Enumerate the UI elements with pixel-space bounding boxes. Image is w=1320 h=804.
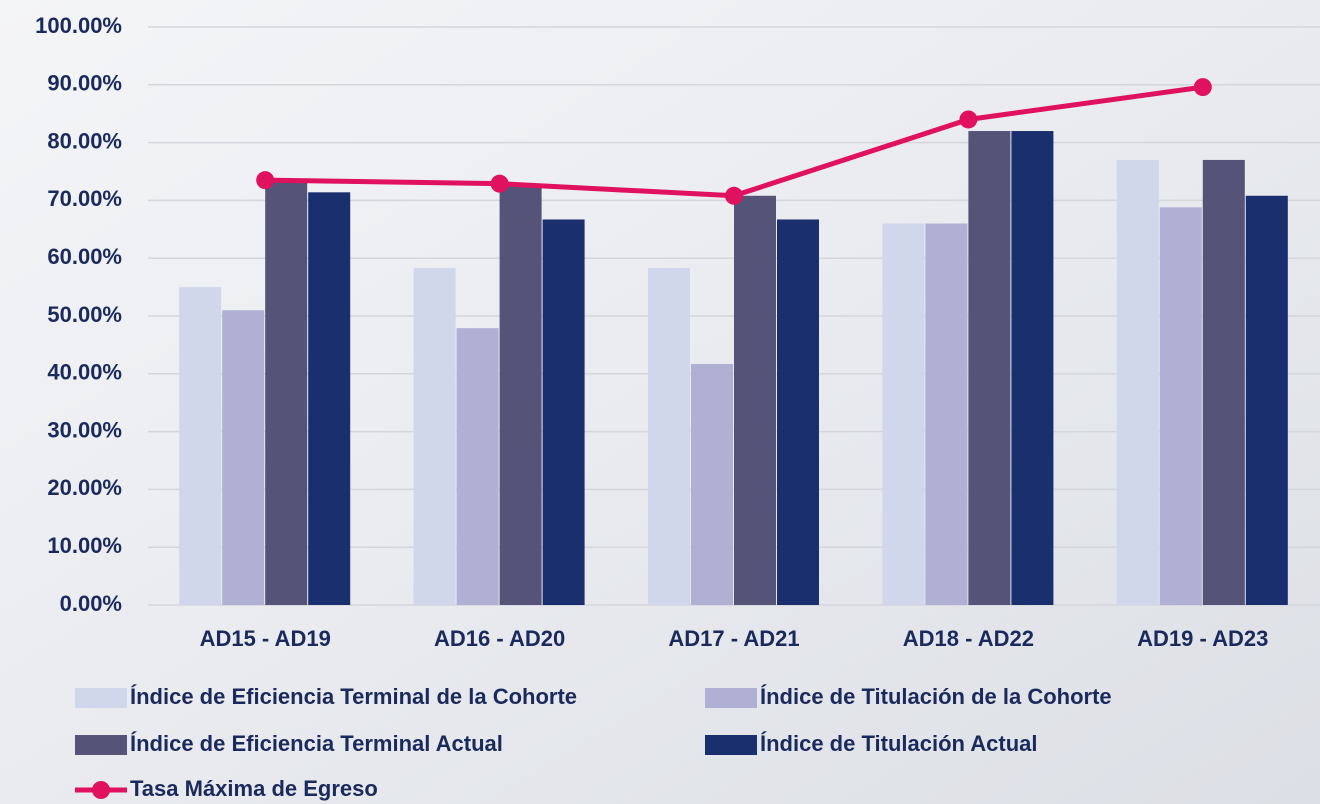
x-tick-label: AD17 - AD21 [668,626,799,651]
bar [777,219,819,605]
line-marker [1193,78,1212,97]
bar [222,310,265,605]
legend-label: Índice de Eficiencia Terminal de la Coho… [130,684,577,709]
bar [456,328,499,605]
line-marker [490,174,509,193]
bar [413,268,456,605]
bar [179,287,222,605]
x-tick-label: AD19 - AD23 [1137,626,1268,651]
legend-swatch [705,735,757,755]
line-marker [256,171,275,190]
y-tick-label: 30.00% [47,417,122,442]
y-tick-label: 40.00% [47,360,122,385]
y-tick-label: 60.00% [47,244,122,269]
bar [734,195,776,605]
legend-label: Índice de Titulación Actual [760,731,1038,756]
y-tick-label: 80.00% [47,128,122,153]
line-marker [725,186,743,205]
bar [882,223,925,605]
y-tick-label: 70.00% [47,186,122,211]
y-tick-label: 100.00% [35,13,122,38]
y-tick-label: 50.00% [47,302,122,327]
bar [691,363,733,605]
bar [542,219,585,605]
bar [648,268,690,605]
x-tick-label: AD15 - AD19 [200,626,331,651]
legend-swatch [75,688,127,708]
y-tick-label: 0.00% [60,591,122,616]
legend-label: Tasa Máxima de Egreso [130,776,378,801]
x-tick-label: AD18 - AD22 [903,626,1034,651]
bar [1011,131,1054,606]
bar [1116,159,1159,605]
bar [1202,159,1245,605]
bar [925,223,968,605]
bar [968,131,1011,606]
legend-label: Índice de Titulación de la Cohorte [760,684,1112,709]
bar [1159,207,1202,605]
legend-swatch [92,781,110,799]
bar [265,180,308,606]
y-tick-label: 20.00% [47,475,122,500]
y-tick-label: 90.00% [47,71,122,96]
legend-label: Índice de Eficiencia Terminal Actual [130,731,503,756]
bar [1245,195,1288,605]
bar [308,192,351,606]
x-tick-label: AD16 - AD20 [434,626,565,651]
bar [499,183,542,605]
legend-swatch [75,735,127,755]
line-marker [959,110,978,129]
legend-swatch [705,688,757,708]
y-tick-label: 10.00% [47,533,122,558]
